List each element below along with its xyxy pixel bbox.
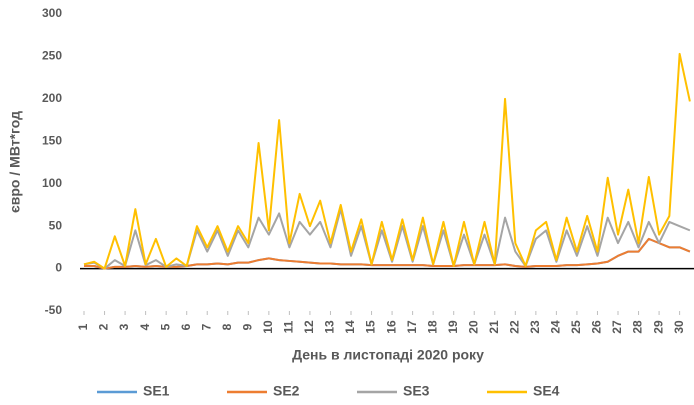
series-line: [83, 52, 691, 270]
legend-label: SE1: [143, 383, 170, 399]
x-tick-label: 6: [179, 323, 193, 330]
x-tick-label: 9: [240, 323, 254, 330]
x-tick-label: 13: [323, 320, 337, 334]
x-tick-label: 4: [138, 323, 152, 330]
x-tick-label: 5: [158, 323, 172, 330]
x-tick-label: 3: [117, 323, 131, 330]
legend-label: SE2: [273, 383, 300, 399]
x-tick-label: 29: [651, 320, 665, 334]
x-tick-label: 8: [220, 323, 234, 330]
legend-label: SE3: [403, 383, 430, 399]
legend-label: SE4: [533, 383, 560, 399]
x-tick-label: 12: [302, 320, 316, 334]
x-tick-label: 17: [405, 320, 419, 334]
y-tick-label: 150: [42, 133, 62, 147]
x-tick-label: 1: [76, 323, 90, 330]
y-axis-title: євро / МВт*год: [7, 111, 23, 213]
x-tick-label: 15: [364, 320, 378, 334]
x-tick-label: 2: [97, 323, 111, 330]
x-tick-label: 19: [446, 320, 460, 334]
y-tick-label: 300: [42, 6, 62, 20]
y-tick-label: 250: [42, 49, 62, 63]
x-tick-label: 16: [384, 320, 398, 334]
x-tick-label: 10: [261, 320, 275, 334]
x-tick-label: 21: [487, 320, 501, 334]
y-tick-label: 0: [55, 261, 62, 275]
x-tick-label: 11: [282, 320, 296, 333]
x-tick-label: 18: [425, 320, 439, 334]
x-tick-label: 24: [549, 320, 563, 334]
x-tick-label: 27: [610, 320, 624, 334]
x-tick-label: 14: [343, 320, 357, 334]
x-tick-label: 20: [466, 320, 480, 334]
x-tick-label: 28: [631, 320, 645, 334]
y-tick-label: 100: [42, 176, 62, 190]
y-tick-label: 200: [42, 91, 62, 105]
y-tick-label: -50: [45, 303, 63, 317]
x-tick-label: 23: [528, 320, 542, 334]
x-tick-label: 7: [199, 323, 213, 330]
x-tick-label: 22: [507, 320, 521, 334]
x-tick-label: 30: [672, 320, 686, 334]
y-tick-label: 50: [49, 218, 63, 232]
x-tick-label: 26: [590, 320, 604, 334]
x-tick-label: 25: [569, 320, 583, 334]
x-axis-title: День в листопаді 2020 року: [292, 347, 484, 363]
